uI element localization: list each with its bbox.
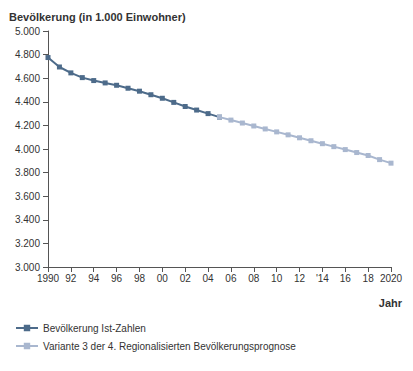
svg-text:04: 04 xyxy=(203,273,215,284)
svg-text:16: 16 xyxy=(340,273,352,284)
svg-text:3.600: 3.600 xyxy=(15,191,40,202)
svg-text:10: 10 xyxy=(271,273,283,284)
svg-text:Bevölkerung (in 1.000 Einwohne: Bevölkerung (in 1.000 Einwohner) xyxy=(9,11,186,23)
svg-text:Bevölkerung Ist-Zahlen: Bevölkerung Ist-Zahlen xyxy=(43,323,146,334)
svg-text:92: 92 xyxy=(65,273,77,284)
svg-text:Variante 3 der 4. Regionalisie: Variante 3 der 4. Regionalisierten Bevöl… xyxy=(43,341,296,352)
svg-text:00: 00 xyxy=(157,273,169,284)
svg-text:12: 12 xyxy=(294,273,306,284)
svg-text:4.400: 4.400 xyxy=(15,96,40,107)
svg-text:5.000: 5.000 xyxy=(15,26,40,37)
svg-text:98: 98 xyxy=(134,273,146,284)
svg-text:94: 94 xyxy=(88,273,100,284)
svg-text:4.600: 4.600 xyxy=(15,73,40,84)
svg-text:4.200: 4.200 xyxy=(15,120,40,131)
svg-text:06: 06 xyxy=(225,273,237,284)
svg-text:1990: 1990 xyxy=(37,273,60,284)
svg-text:Jahr: Jahr xyxy=(379,297,403,309)
svg-text:3.000: 3.000 xyxy=(15,262,40,273)
svg-text:18: 18 xyxy=(363,273,375,284)
svg-text:3.800: 3.800 xyxy=(15,167,40,178)
svg-text:3.200: 3.200 xyxy=(15,238,40,249)
svg-text:96: 96 xyxy=(111,273,123,284)
svg-text:4.800: 4.800 xyxy=(15,49,40,60)
svg-text:02: 02 xyxy=(180,273,192,284)
svg-text:2020: 2020 xyxy=(380,273,403,284)
svg-text:3.400: 3.400 xyxy=(15,214,40,225)
svg-text:4.000: 4.000 xyxy=(15,144,40,155)
svg-text:08: 08 xyxy=(248,273,260,284)
svg-text:'14: '14 xyxy=(316,273,329,284)
